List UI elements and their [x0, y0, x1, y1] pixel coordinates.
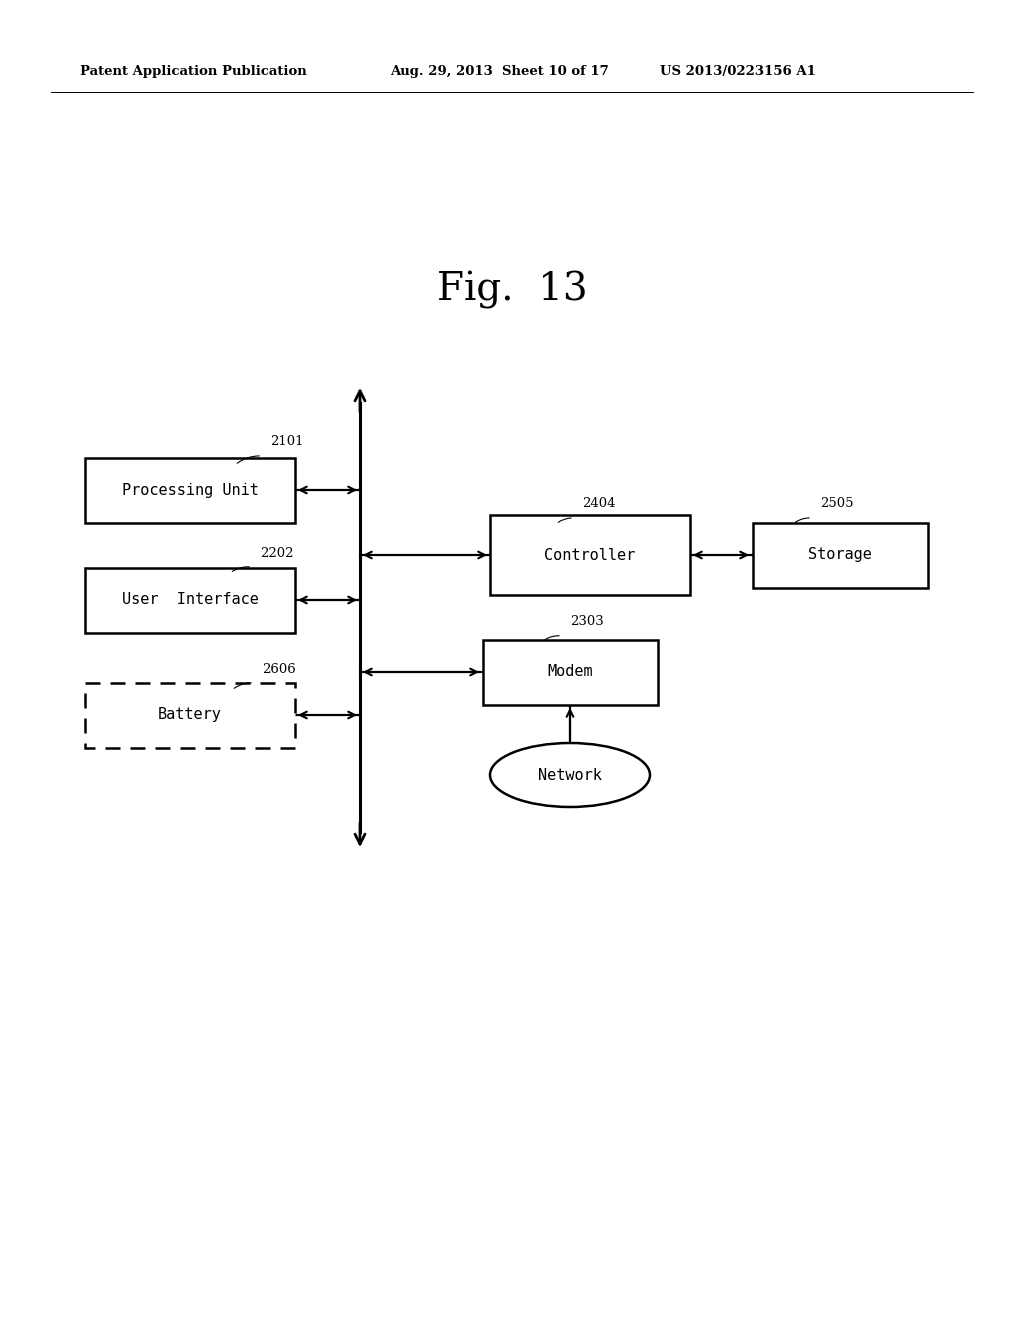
Text: Network: Network [538, 767, 602, 783]
Text: User  Interface: User Interface [122, 593, 258, 607]
Bar [753, 523, 928, 587]
Text: Storage: Storage [808, 548, 872, 562]
Ellipse shape [490, 743, 650, 807]
Bar [85, 568, 295, 632]
Text: Patent Application Publication: Patent Application Publication [80, 66, 307, 78]
Text: 2303: 2303 [570, 615, 604, 628]
Bar [482, 639, 657, 705]
Text: 2202: 2202 [260, 546, 294, 560]
Text: Modem: Modem [547, 664, 593, 680]
Bar [490, 515, 690, 595]
Text: 2606: 2606 [262, 663, 296, 676]
Bar [85, 458, 295, 523]
Text: Processing Unit: Processing Unit [122, 483, 258, 498]
Text: 2404: 2404 [582, 498, 615, 510]
Bar [85, 682, 295, 747]
Text: Aug. 29, 2013  Sheet 10 of 17: Aug. 29, 2013 Sheet 10 of 17 [390, 66, 608, 78]
Text: Fig.  13: Fig. 13 [436, 271, 588, 309]
Text: Battery: Battery [158, 708, 222, 722]
Text: US 2013/0223156 A1: US 2013/0223156 A1 [660, 66, 816, 78]
Text: 2505: 2505 [820, 498, 853, 510]
Text: Controller: Controller [545, 548, 636, 562]
Text: 2101: 2101 [270, 436, 303, 447]
